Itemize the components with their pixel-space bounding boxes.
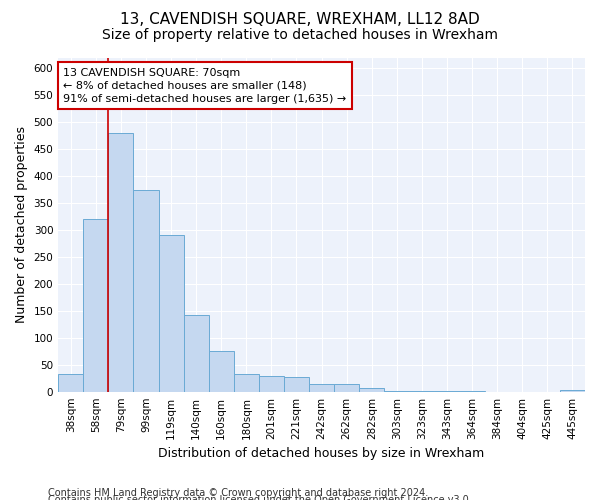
Y-axis label: Number of detached properties: Number of detached properties bbox=[15, 126, 28, 323]
Bar bbox=[434, 391, 460, 392]
Bar bbox=[334, 384, 359, 392]
Text: 13, CAVENDISH SQUARE, WREXHAM, LL12 8AD: 13, CAVENDISH SQUARE, WREXHAM, LL12 8AD bbox=[120, 12, 480, 28]
X-axis label: Distribution of detached houses by size in Wrexham: Distribution of detached houses by size … bbox=[158, 447, 485, 460]
Bar bbox=[234, 374, 259, 392]
Bar bbox=[209, 352, 234, 392]
Bar bbox=[460, 391, 485, 392]
Bar bbox=[158, 235, 184, 392]
Bar bbox=[359, 388, 385, 392]
Text: Size of property relative to detached houses in Wrexham: Size of property relative to detached ho… bbox=[102, 28, 498, 42]
Text: Contains public sector information licensed under the Open Government Licence v3: Contains public sector information licen… bbox=[48, 495, 472, 500]
Bar bbox=[133, 190, 158, 392]
Bar bbox=[560, 390, 585, 392]
Bar bbox=[385, 390, 409, 392]
Bar bbox=[259, 376, 284, 392]
Text: 13 CAVENDISH SQUARE: 70sqm
← 8% of detached houses are smaller (148)
91% of semi: 13 CAVENDISH SQUARE: 70sqm ← 8% of detac… bbox=[64, 68, 347, 104]
Bar bbox=[83, 219, 109, 392]
Bar bbox=[109, 133, 133, 392]
Bar bbox=[184, 314, 209, 392]
Bar bbox=[409, 390, 434, 392]
Bar bbox=[58, 374, 83, 392]
Bar bbox=[284, 376, 309, 392]
Bar bbox=[309, 384, 334, 392]
Text: Contains HM Land Registry data © Crown copyright and database right 2024.: Contains HM Land Registry data © Crown c… bbox=[48, 488, 428, 498]
